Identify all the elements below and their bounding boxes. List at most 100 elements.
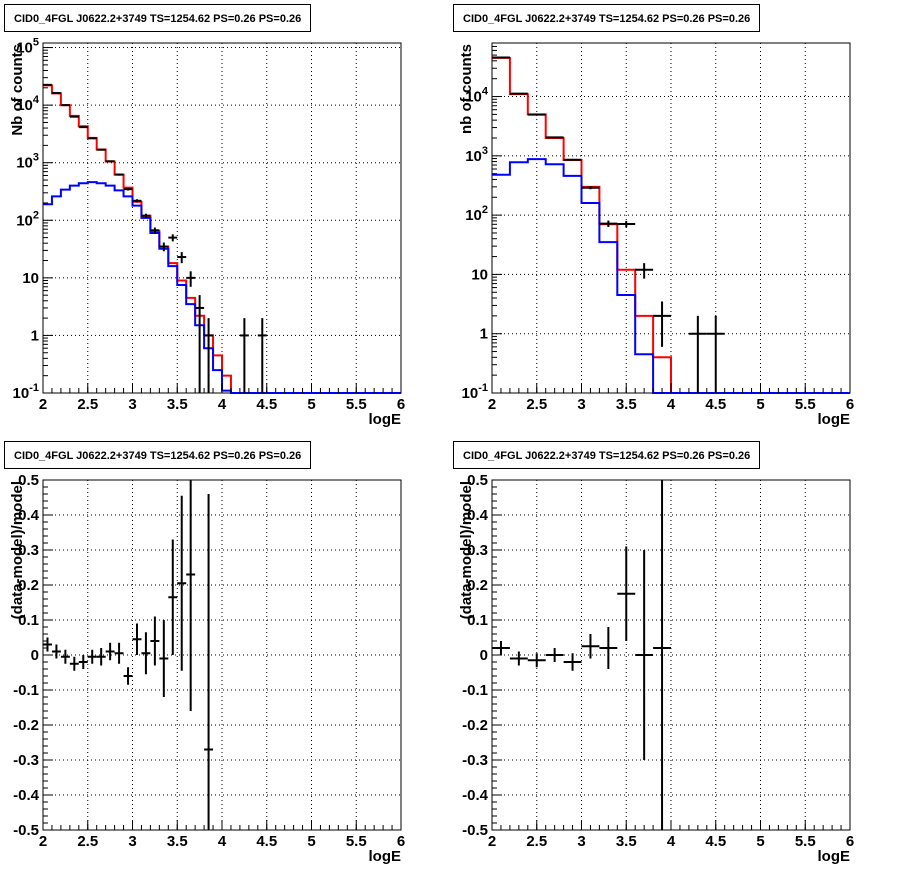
x-axis-label: logE [818,848,851,865]
x-tick-label: 2.5 [526,833,547,850]
y-tick-label: 0.4 [18,507,40,524]
x-tick-label: 5 [756,833,764,850]
x-tick-label: 6 [846,396,854,413]
y-tick-label: 102 [465,204,488,224]
marks [492,480,671,830]
plot-title: CID0_4FGL J0622.2+3749 TS=1254.62 PS=0.2… [4,4,312,32]
y-tick-label: -0.3 [462,752,488,769]
y-tick-label: -0.2 [13,717,39,734]
y-tick-label: 103 [16,152,39,172]
axes: 2 2.5 3 3.5 4 4.5 5 5.5 6 -0.5 -0.4 -0.3 -0.2 -0.1 0 0.… [13,472,405,850]
axes: 2 2.5 3 3.5 4 4.5 5 5.5 6 10-1 1 10 102 103 104 [462,45,854,413]
x-tick-label: 4 [667,833,676,850]
x-tick-label: 3 [577,396,585,413]
x-tick-label: 4 [667,396,676,413]
y-tick-label: 0.3 [467,542,488,559]
x-tick-label: 6 [397,396,405,413]
y-tick-label: -0.1 [13,682,39,699]
counts-panel-right: 2 2.5 3 3.5 4 4.5 5 5.5 6 10-1 1 10 102 103 104 logE n… [449,0,898,437]
x-tick-label: 5 [307,396,315,413]
y-tick-label: -0.5 [13,822,39,839]
x-tick-label: 3.5 [616,833,637,850]
counts-panel-left: 2 2.5 3 3.5 4 4.5 5 5.5 6 10-1 1 10 102 103 104 105 log… [0,0,449,437]
x-tick-label: 3.5 [167,396,188,413]
plot-title: CID0_4FGL J0622.2+3749 TS=1254.62 PS=0.2… [4,441,312,469]
marks [43,480,214,830]
x-tick-label: 5.5 [795,833,816,850]
residual-panel-right: 2 2.5 3 3.5 4 4.5 5 5.5 6 -0.5 -0.4 -0.3 -0.2 -0.1 0 0.… [449,437,898,874]
x-tick-label: 3 [128,833,136,850]
model-source-histogram [492,158,850,394]
y-tick-label: 10-1 [462,382,488,402]
marks [43,83,401,394]
counts-plot-right: 2 2.5 3 3.5 4 4.5 5 5.5 6 10-1 1 10 102 103 104 logE n… [458,42,854,428]
x-tick-label: 5 [756,396,764,413]
y-tick-label: 10 [22,270,39,287]
y-axis-label: (data-model)/model [9,481,26,619]
x-tick-label: 3 [128,396,136,413]
y-tick-label: 102 [16,209,39,229]
y-tick-label: 10 [471,266,488,283]
y-axis-label: nb of counts [458,44,475,134]
y-tick-label: -0.1 [462,682,488,699]
x-tick-label: 2 [39,396,47,413]
counts-plot-left: 2 2.5 3 3.5 4 4.5 5 5.5 6 10-1 1 10 102 103 104 105 log… [9,37,406,428]
x-tick-label: 2.5 [77,396,98,413]
plot-title: CID0_4FGL J0622.2+3749 TS=1254.62 PS=0.2… [453,4,761,32]
y-tick-label: 105 [16,37,39,57]
y-tick-label: 103 [465,145,488,165]
y-axis-label: Nb of counts [9,44,26,136]
x-axis-label: logE [818,411,851,428]
x-axis-label: logE [369,411,402,428]
x-tick-label: 2 [488,396,496,413]
y-tick-label: -0.4 [462,787,489,804]
y-tick-label: 104 [465,86,489,106]
x-tick-label: 6 [846,833,854,850]
y-tick-label: 0 [480,647,488,664]
y-tick-label: 0 [31,647,39,664]
x-tick-label: 3.5 [167,833,188,850]
y-tick-label: 104 [16,94,40,114]
y-tick-label: 0.2 [467,577,488,594]
plot-frame [42,479,402,831]
x-tick-label: 2.5 [526,396,547,413]
y-tick-label: 1 [480,326,488,343]
y-axis-label: (data-model)/model [458,481,475,619]
x-tick-label: 2 [39,833,47,850]
residual-panel-left: 2 2.5 3 3.5 4 4.5 5 5.5 6 -0.5 -0.4 -0.3 -0.2 -0.1 0 0.… [0,437,449,874]
axes: 2 2.5 3 3.5 4 4.5 5 5.5 6 -0.5 -0.4 -0.3 -0.2 -0.1 0 0.… [462,472,854,850]
x-tick-label: 2.5 [77,833,98,850]
x-tick-label: 3.5 [616,396,637,413]
axes: 2 2.5 3 3.5 4 4.5 5 5.5 6 10-1 1 10 102 103 104 105 [13,37,406,413]
y-tick-label: 0.3 [18,542,39,559]
x-tick-label: 6 [397,833,405,850]
y-tick-label: 1 [31,327,39,344]
x-tick-label: 5 [307,833,315,850]
model-source-histogram [43,181,401,394]
x-tick-label: 5.5 [346,396,367,413]
y-tick-label: -0.2 [462,717,488,734]
plot-title: CID0_4FGL J0622.2+3749 TS=1254.62 PS=0.2… [453,441,761,469]
x-tick-label: 5.5 [795,396,816,413]
y-tick-label: 0.2 [18,577,39,594]
y-tick-label: 0.4 [467,507,489,524]
x-tick-label: 3 [577,833,585,850]
y-tick-label: -0.3 [13,752,39,769]
x-tick-label: 4.5 [705,396,726,413]
x-tick-label: 5.5 [346,833,367,850]
x-tick-label: 4.5 [256,396,277,413]
x-axis-label: logE [369,848,402,865]
y-tick-label: -0.5 [462,822,488,839]
y-tick-label: -0.4 [13,787,40,804]
y-tick-label: 0.5 [467,472,488,489]
y-tick-label: 0.5 [18,472,39,489]
y-tick-label: 0.1 [467,612,488,629]
residual-plot-left: 2 2.5 3 3.5 4 4.5 5 5.5 6 -0.5 -0.4 -0.3 -0.2 -0.1 0 0.… [9,472,405,865]
y-tick-label: 10-1 [13,382,39,402]
x-tick-label: 4.5 [256,833,277,850]
x-tick-label: 4 [218,396,227,413]
plot-frame [42,42,402,394]
y-tick-label: 0.1 [18,612,39,629]
x-tick-label: 4.5 [705,833,726,850]
residual-plot-right: 2 2.5 3 3.5 4 4.5 5 5.5 6 -0.5 -0.4 -0.3 -0.2 -0.1 0 0.… [458,472,854,865]
